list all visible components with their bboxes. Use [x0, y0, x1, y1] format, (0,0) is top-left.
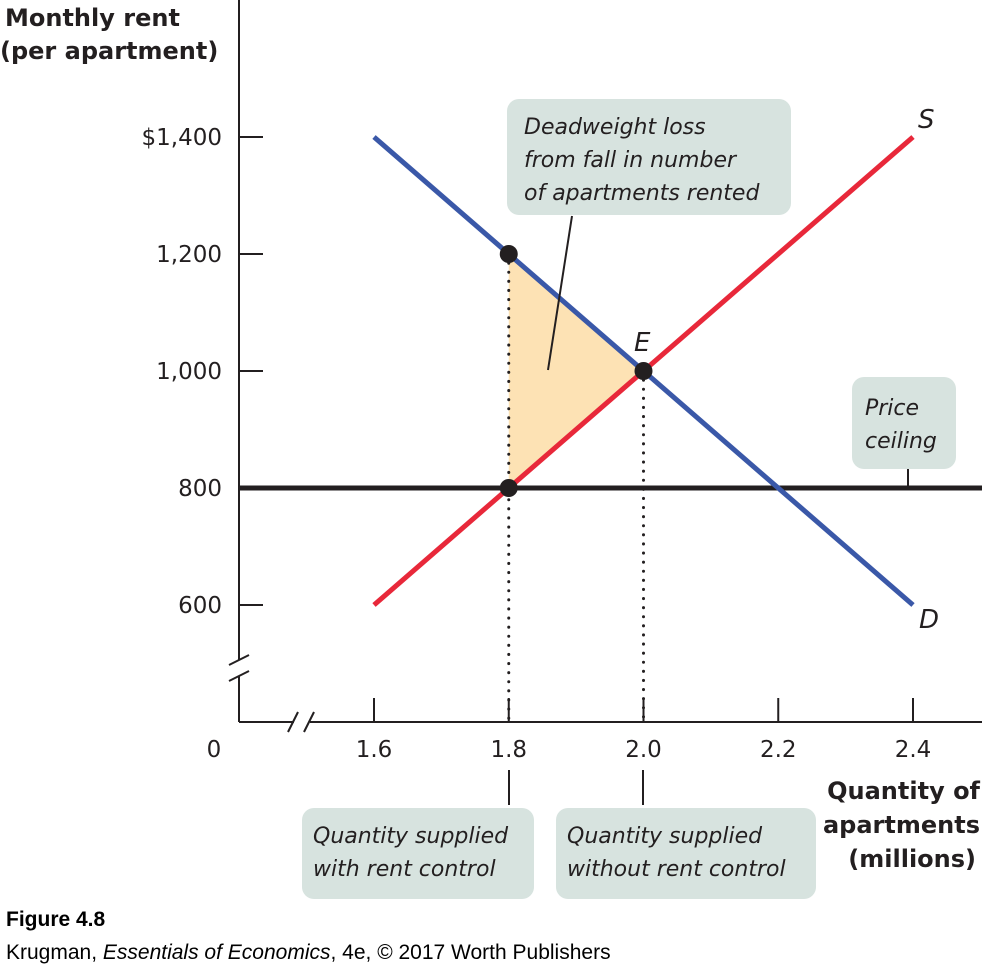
y-tick-label-4: 600	[178, 593, 222, 619]
y-axis-break-mark-2	[228, 670, 250, 682]
price-ceiling-text-line-2: ceiling	[865, 429, 937, 454]
axes	[228, 0, 982, 733]
without-control-text-line-2: without rent control	[567, 857, 786, 882]
x-axis-break-mark-1	[287, 711, 299, 733]
figure-source: Krugman, Essentials of Economics, 4e, © …	[6, 941, 611, 965]
y-axis-break-mark-1	[228, 654, 250, 666]
point-1	[634, 362, 653, 380]
x-tick-label-4: 2.4	[895, 737, 932, 763]
x-ticks: 1.6 1.8 2.0 2.2 2.4	[356, 698, 932, 763]
x-axis-title-line-1: Quantity of	[827, 777, 980, 805]
x-tick-label-0: 1.6	[356, 737, 393, 763]
y-tick-label-1: 1,200	[156, 242, 222, 268]
deadweight-text-line-1: Deadweight loss	[524, 115, 706, 140]
with-control-text-line-1: Quantity supplied	[313, 824, 509, 849]
with-control-callout-box	[302, 808, 534, 899]
deadweight-callout-box	[507, 99, 791, 215]
price-ceiling-callout: Price ceiling	[852, 377, 956, 488]
without-control-callout: Quantity supplied without rent control	[556, 770, 816, 899]
point-2	[499, 479, 518, 497]
price-ceiling-text-line-1: Price	[865, 396, 919, 421]
source-prefix: Krugman,	[6, 941, 103, 964]
with-control-text-line-2: with rent control	[313, 857, 496, 882]
price-ceiling-callout-box	[852, 377, 956, 469]
y-tick-label-2: 1,000	[156, 359, 222, 385]
source-title: Essentials of Economics	[102, 941, 331, 964]
with-control-callout: Quantity supplied with rent control	[302, 770, 534, 899]
y-axis-title-line-1: Monthly rent	[5, 4, 180, 32]
deadweight-text-line-2: from fall in number	[524, 148, 738, 173]
x-axis-title-line-2: apartments	[823, 811, 980, 839]
dotted-guides	[507, 252, 645, 724]
source-suffix: , 4e, © 2017 Worth Publishers	[330, 941, 611, 964]
origin-label: 0	[207, 737, 222, 763]
supply-label: S	[918, 105, 935, 135]
deadweight-text-line-3: of apartments rented	[524, 181, 760, 206]
without-control-callout-box	[556, 808, 816, 899]
demand-label: D	[919, 605, 939, 635]
equilibrium-label: E	[634, 328, 651, 358]
x-axis-title-line-3: (millions)	[848, 845, 976, 873]
x-axis-break-mark-2	[303, 711, 315, 733]
deadweight-callout: Deadweight loss from fall in number of a…	[507, 99, 791, 371]
y-tick-label-3: 800	[178, 476, 222, 502]
x-tick-label-1: 1.8	[490, 737, 527, 763]
point-0	[499, 245, 518, 263]
chart: $1,400 1,200 1,000 800 600 1.6 1.8 2.0 2.2 2.4 M…	[0, 0, 982, 899]
deadweight-pointer	[547, 215, 573, 371]
points	[499, 245, 653, 497]
x-tick-label-3: 2.2	[760, 737, 797, 763]
y-axis-title-line-2: (per apartment)	[0, 37, 218, 65]
deadweight-loss-area	[508, 254, 644, 488]
x-tick-label-2: 2.0	[625, 737, 662, 763]
without-control-text-line-1: Quantity supplied	[567, 824, 763, 849]
figure-label: Figure 4.8	[6, 908, 106, 931]
y-ticks: $1,400 1,200 1,000 800 600	[142, 125, 263, 619]
y-tick-label-0: $1,400	[142, 125, 222, 151]
